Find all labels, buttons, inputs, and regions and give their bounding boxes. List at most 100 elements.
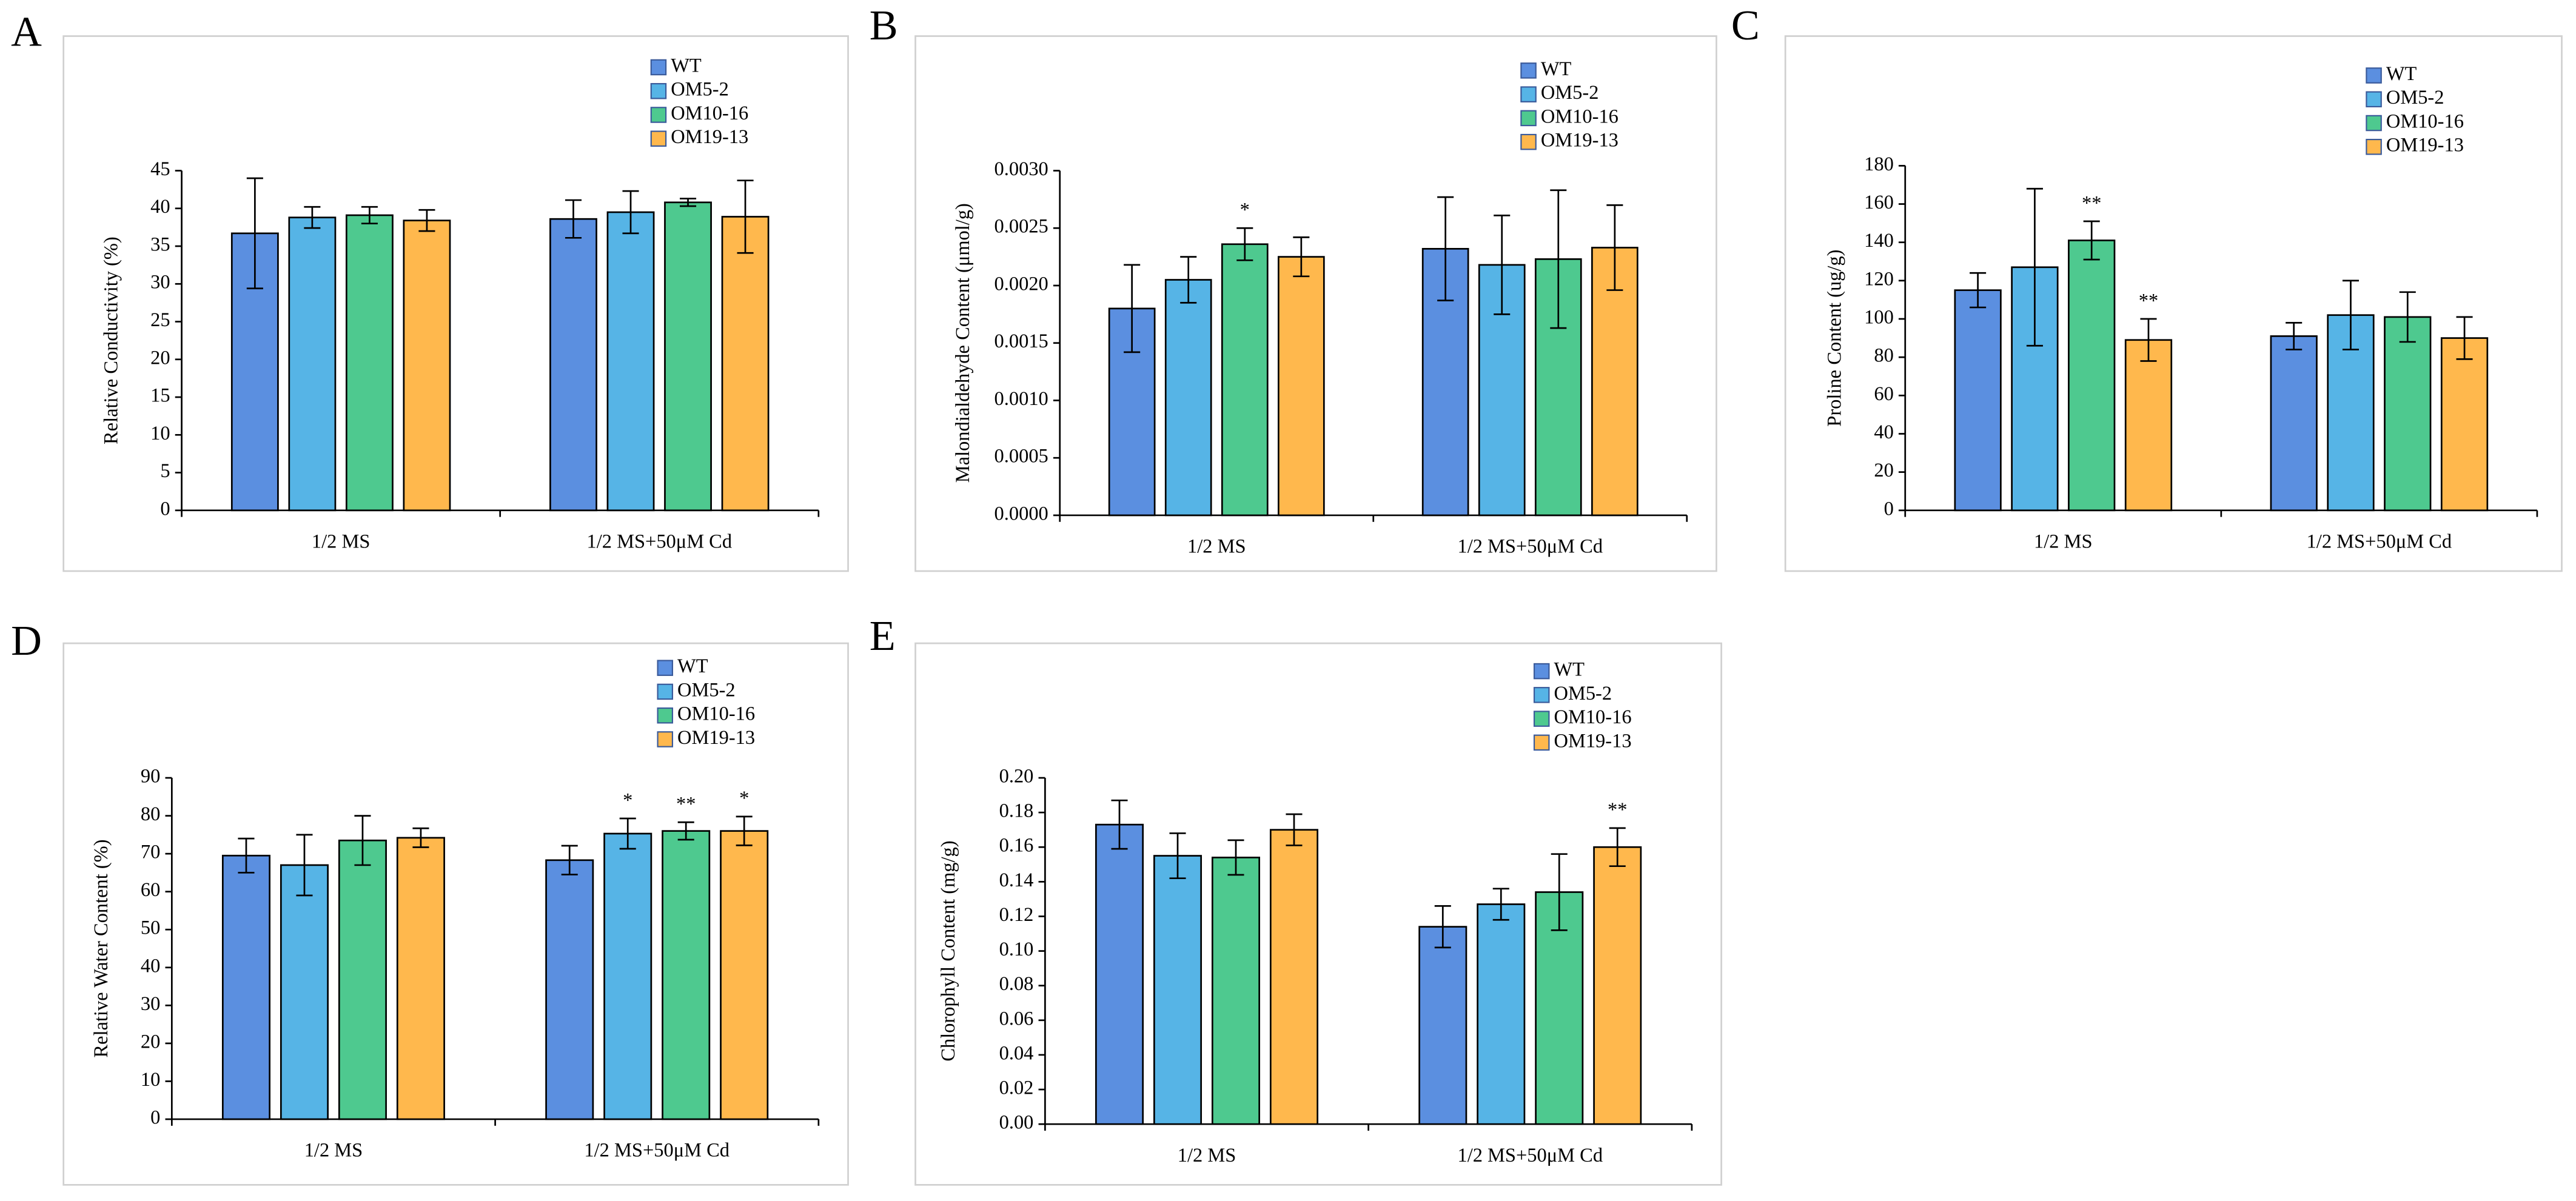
panel-letter: B	[870, 2, 898, 49]
y-tick-label: 0.0025	[995, 216, 1048, 238]
y-tick-label: 0.0030	[995, 158, 1048, 180]
error-bar	[1293, 236, 1310, 278]
bar	[606, 211, 655, 512]
error-bar	[1180, 256, 1197, 304]
bar	[1269, 829, 1319, 1125]
legend-label: OM5-2	[1541, 82, 1599, 104]
error-bar	[2399, 291, 2416, 343]
bar	[1418, 926, 1467, 1125]
bar	[2124, 339, 2173, 512]
y-tick-label: 180	[1864, 153, 1894, 175]
panel-frame	[914, 642, 1722, 1186]
y-tick-label: 0.0020	[995, 273, 1048, 295]
error-bar	[1124, 264, 1141, 353]
y-tick-label: 0.0010	[995, 388, 1048, 410]
legend-label: OM5-2	[677, 679, 736, 701]
error-bar	[561, 845, 578, 875]
legend-swatch	[1533, 687, 1550, 703]
legend-label: OM19-13	[671, 126, 748, 148]
y-tick-label: 0.0005	[995, 446, 1048, 467]
y-tick-label: 80	[141, 803, 160, 825]
bar	[1477, 903, 1526, 1125]
bar	[720, 830, 769, 1120]
y-tick-label: 20	[141, 1031, 160, 1052]
error-bar	[1606, 204, 1623, 291]
y-tick-label: 0	[160, 498, 170, 520]
y-tick-label: 60	[141, 879, 160, 901]
significance-label: **	[2139, 290, 2158, 312]
y-tick-label: 10	[150, 423, 170, 444]
y-axis-label: Malondialdehyde Content (μmol/g)	[952, 203, 974, 483]
bar	[2440, 337, 2489, 512]
y-tick-label: 0.00	[999, 1112, 1034, 1134]
error-bar	[2140, 318, 2157, 362]
error-bar	[565, 199, 582, 239]
y-tick-label: 10	[141, 1069, 160, 1091]
y-tick-label: 20	[1874, 460, 1893, 481]
error-bar	[2083, 220, 2100, 261]
error-bar	[361, 206, 378, 225]
bar	[603, 832, 652, 1120]
legend-swatch	[1533, 711, 1550, 727]
y-tick-label: 0.16	[999, 835, 1034, 857]
legend-swatch	[2366, 115, 2382, 132]
y-tick-label: 80	[1874, 345, 1893, 367]
panel-frame	[62, 35, 849, 572]
y-tick-label: 40	[150, 196, 170, 218]
error-bar	[1111, 799, 1128, 850]
legend-label: OM19-13	[677, 727, 755, 749]
panel-letter: E	[870, 612, 896, 660]
error-bar	[2286, 321, 2303, 350]
y-tick-label: 160	[1864, 192, 1894, 213]
legend-label: WT	[671, 55, 702, 76]
error-bar	[1236, 227, 1253, 261]
y-tick-label: 70	[141, 841, 160, 863]
panel-frame	[1784, 35, 2563, 572]
error-bar	[2026, 187, 2043, 347]
error-bar	[1609, 827, 1626, 868]
error-bar	[354, 815, 371, 866]
y-tick-label: 0.08	[999, 973, 1034, 995]
x-tick-label: 1/2 MS	[304, 1140, 363, 1162]
legend-swatch	[2366, 138, 2382, 155]
bar	[1591, 247, 1639, 517]
bar	[403, 219, 451, 512]
significance-label: *	[739, 788, 749, 809]
y-tick-label: 0.0015	[995, 330, 1048, 352]
legend-label: OM10-16	[1541, 105, 1618, 127]
legend-swatch	[1520, 62, 1537, 79]
error-bar	[736, 815, 753, 846]
y-tick-label: 140	[1864, 230, 1894, 252]
error-bar	[304, 206, 321, 229]
bar	[345, 214, 394, 512]
y-tick-label: 90	[141, 765, 160, 787]
bar	[1164, 279, 1212, 517]
panel-frame	[914, 35, 1717, 572]
bar	[2068, 239, 2116, 512]
y-tick-label: 0.04	[999, 1042, 1034, 1064]
y-tick-label: 15	[150, 385, 170, 407]
legend-label: OM10-16	[1554, 706, 1632, 728]
y-tick-label: 0.18	[999, 800, 1034, 822]
y-axis-label: Relative Conductivity (%)	[100, 236, 122, 444]
y-tick-label: 120	[1864, 268, 1894, 290]
legend-swatch	[1520, 86, 1537, 102]
error-bar	[238, 837, 255, 874]
y-tick-label: 0.10	[999, 938, 1034, 960]
legend-label: OM19-13	[1541, 130, 1618, 152]
legend-label: OM5-2	[671, 79, 729, 101]
y-tick-label: 50	[141, 917, 160, 939]
x-tick-label: 1/2 MS+50μM Cd	[1457, 1145, 1603, 1166]
error-bar	[1437, 196, 1454, 301]
bar	[338, 839, 387, 1120]
legend-label: WT	[677, 655, 708, 677]
legend-swatch	[650, 82, 667, 99]
legend-label: OM5-2	[2386, 87, 2444, 109]
y-tick-label: 100	[1864, 306, 1894, 328]
bar	[721, 216, 770, 512]
y-tick-label: 0.06	[999, 1008, 1034, 1029]
legend-label: WT	[1554, 659, 1585, 681]
y-tick-label: 0.02	[999, 1077, 1034, 1099]
error-bar	[1434, 905, 1451, 949]
